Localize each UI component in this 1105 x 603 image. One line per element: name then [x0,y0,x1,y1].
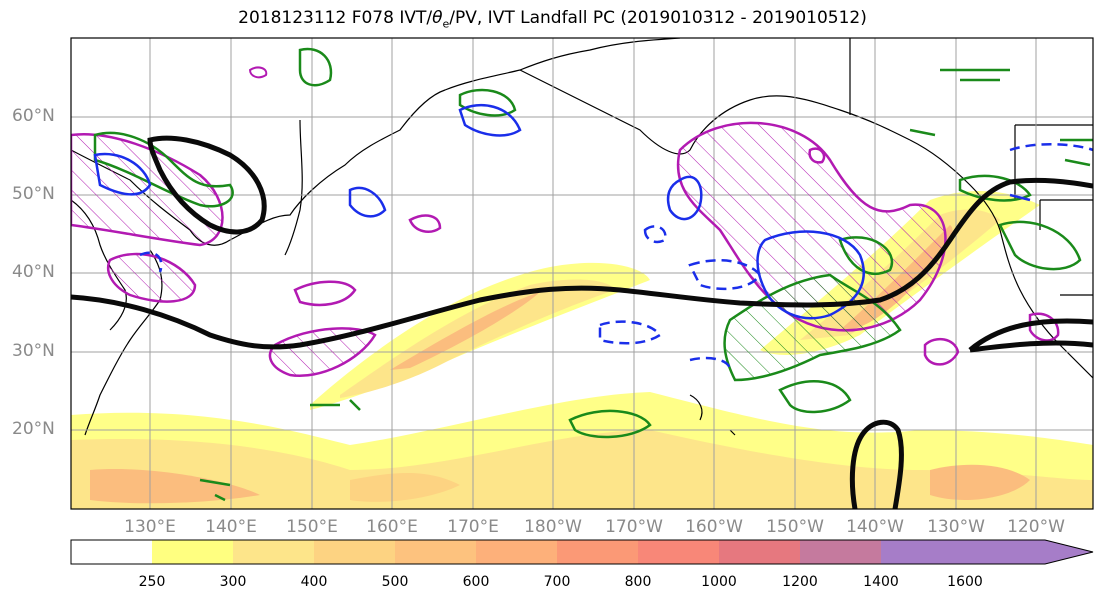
colorbar-tick-label: 600 [462,574,490,590]
lat-label-40n: 40°N [12,262,55,282]
lon-label-150w: 150°W [766,517,824,537]
colorbar-segment [638,540,719,564]
colorbar-tick-label: 1600 [947,574,983,590]
map-title: 2018123112 F078 IVT/θe/PV, IVT Landfall … [238,8,867,31]
colorbar-tick-label: 700 [543,574,571,590]
lon-label-120w: 120°W [1007,517,1065,537]
colorbar-tick-label: 250 [138,574,166,590]
lat-label-20n: 20°N [12,419,55,439]
map-frame [70,37,1094,510]
colorbar-segment [314,540,395,564]
colorbar-segment [800,540,881,564]
theta-e-negative-contours [93,103,1093,371]
lon-label-140e: 140°E [205,517,257,537]
lon-label-140w: 140°W [846,517,904,537]
colorbar-segment [719,540,800,564]
lon-label-130e: 130°E [124,517,176,537]
lat-label-60n: 60°N [12,106,55,126]
colorbar-segment [476,540,557,564]
colorbar-tick-label: 1200 [782,574,818,590]
lon-label-150e: 150°E [286,517,338,537]
lon-label-160e: 160°E [366,517,418,537]
colorbar-segment [395,540,476,564]
colorbar-tick-label: 800 [624,574,652,590]
lon-label-130w: 130°W [927,517,985,537]
colorbar [70,539,1094,565]
colorbar-tick-label: 500 [381,574,409,590]
colorbar-frame [70,539,1094,565]
pv-contours [71,135,1093,509]
lon-label-170e: 170°E [447,517,499,537]
colorbar-tick-label: 300 [219,574,247,590]
lon-label-160w: 160°W [685,517,743,537]
lon-label-170w: 170°W [605,517,663,537]
colorbar-tick-label: 1000 [701,574,737,590]
lat-label-30n: 30°N [12,341,55,361]
colorbar-segment [152,540,233,564]
colorbar-tick-label: 400 [300,574,328,590]
graticule [71,38,1093,509]
colorbar-segment [233,540,314,564]
colorbar-segment [557,540,638,564]
colorbar-tick-label: 1400 [863,574,899,590]
lon-label-180w: 180°W [524,517,582,537]
colorbar-segment [71,540,152,564]
map-area [71,38,1093,509]
lat-label-50n: 50°N [12,184,55,204]
colorbar-segment [881,540,965,564]
colorbar-extend-arrow [965,540,1093,564]
